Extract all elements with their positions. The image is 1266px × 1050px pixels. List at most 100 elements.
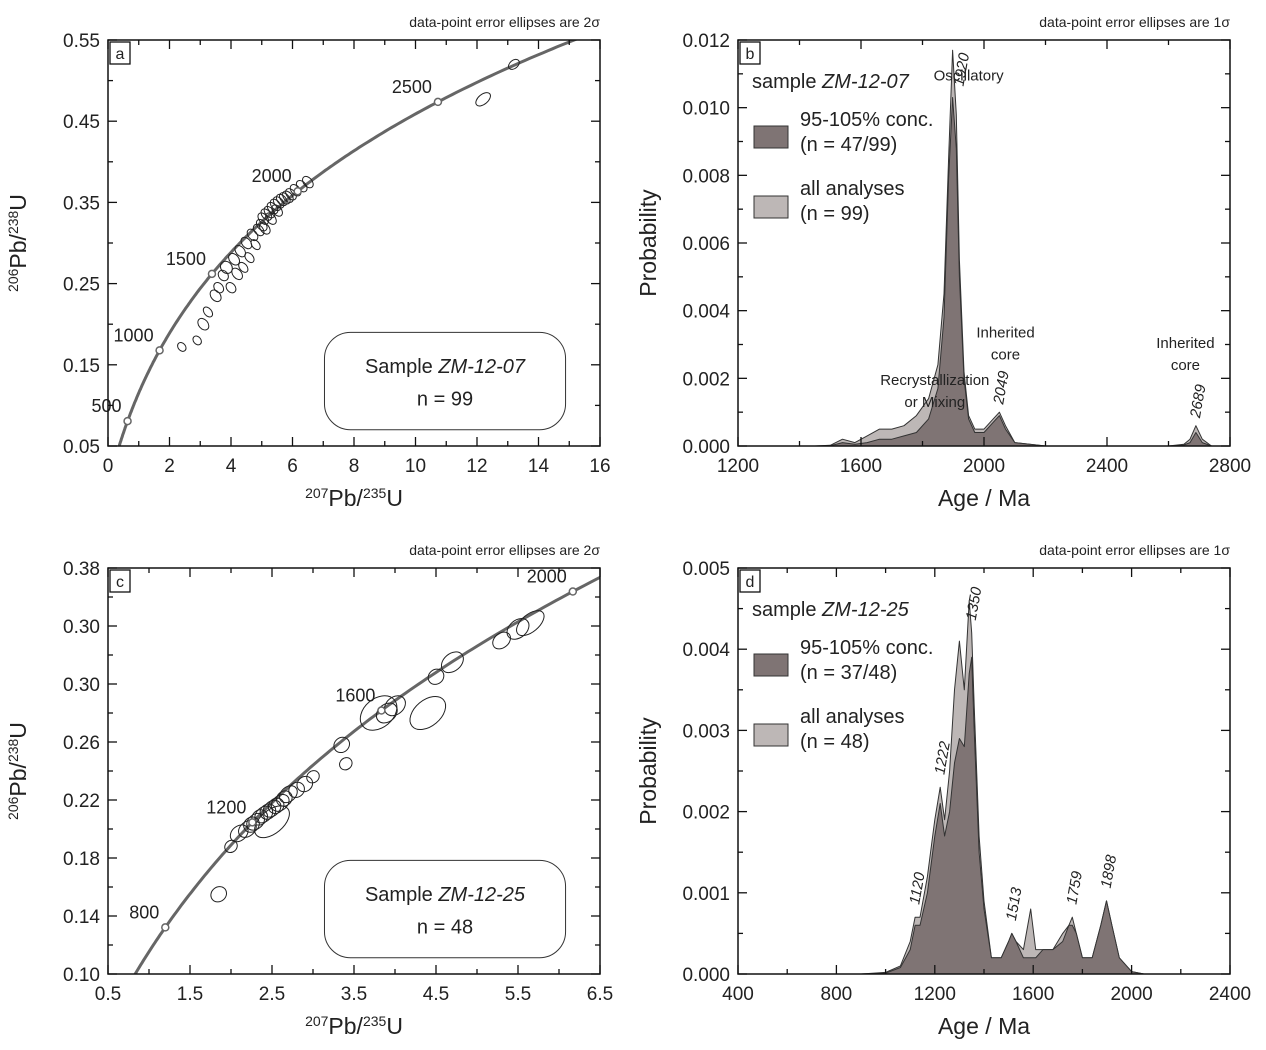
error-ellipse <box>213 282 225 294</box>
y-tick-label: 0.008 <box>682 166 730 187</box>
plot-area <box>814 49 1212 446</box>
x-axis-title-sup: 235 <box>363 485 387 501</box>
all-analyses-area <box>814 49 1212 446</box>
sample-title: Sample ZM-12-07 <box>365 356 526 378</box>
plot-area <box>860 600 1145 974</box>
x-tick-label: 3.5 <box>341 984 367 1005</box>
error-ellipse <box>202 306 214 318</box>
sample-title-prefix: Sample <box>365 356 438 378</box>
error-note: data-point error ellipses are 2σ <box>409 542 600 558</box>
y-tick-label: 0.000 <box>682 965 730 986</box>
error-ellipse <box>246 228 259 242</box>
panel-letter-box <box>739 569 761 593</box>
sample-id: ZM-12-07 <box>437 356 526 378</box>
y-tick-label: 0.30 <box>63 617 100 638</box>
y-tick-label: 0.25 <box>63 275 100 296</box>
concordant-area <box>860 656 1145 974</box>
y-tick-label: 0.18 <box>63 849 100 870</box>
legend-concordant-label: 95-105% conc. <box>800 109 933 131</box>
peak-age-label: 1350 <box>963 585 986 621</box>
y-tick-label: 0.05 <box>63 437 100 458</box>
error-ellipse <box>267 797 285 814</box>
age-marker-label: 800 <box>129 902 159 922</box>
error-ellipse <box>508 58 520 70</box>
error-note: data-point error ellipses are 1σ <box>1039 542 1230 558</box>
y-tick-label: 0.45 <box>63 112 100 133</box>
error-ellipse <box>243 816 260 833</box>
peak-annotation: Oscillatory <box>934 68 1005 85</box>
sample-count: n = 99 <box>417 388 473 410</box>
x-tick-label: 1600 <box>1012 984 1054 1005</box>
error-ellipse <box>516 610 545 637</box>
error-ellipse <box>409 695 447 731</box>
y-axis-title-sup: 238 <box>5 210 21 234</box>
error-ellipse <box>306 770 320 784</box>
x-tick-label: 0.5 <box>95 984 121 1005</box>
x-tick-label: 12 <box>466 456 487 477</box>
x-tick-label: 6.5 <box>587 984 613 1005</box>
error-ellipse <box>296 775 314 793</box>
x-tick-label: 0 <box>103 456 114 477</box>
error-ellipse <box>278 192 291 205</box>
age-marker <box>123 416 132 426</box>
y-tick-label: 0.15 <box>63 356 100 377</box>
age-marker-label: 2500 <box>392 77 432 97</box>
error-ellipse <box>279 785 298 804</box>
x-tick-label: 4.5 <box>423 984 449 1005</box>
y-tick-label: 0.004 <box>682 302 730 323</box>
panel-letter-box <box>109 569 131 593</box>
panel-letter: a <box>116 46 125 63</box>
legend-sample-prefix: sample <box>752 599 822 621</box>
plot-area <box>117 40 579 446</box>
y-tick-label: 0.001 <box>682 884 730 905</box>
age-marker-label: 2000 <box>252 166 292 186</box>
y-axis-title-end: U <box>5 194 31 211</box>
x-axis-title-sup: 207 <box>305 1013 329 1029</box>
error-ellipse <box>238 261 249 273</box>
x-tick-label: 1600 <box>840 456 882 477</box>
error-ellipse <box>231 267 243 281</box>
y-axis-title: 206Pb/238U <box>5 722 31 820</box>
y-axis-title-sup: 238 <box>5 738 21 762</box>
peak-age-label: 1920 <box>951 51 974 87</box>
error-note: data-point error ellipses are 1σ <box>1039 14 1230 30</box>
peak-age-label: 1222 <box>931 739 954 775</box>
legend-all-count: (n = 48) <box>800 731 869 753</box>
y-tick-label: 0.005 <box>682 559 730 580</box>
y-tick-label: 0.004 <box>682 640 730 661</box>
error-ellipse <box>210 886 228 903</box>
legend-sample: sample ZM-12-25 <box>752 599 910 621</box>
age-marker <box>155 346 164 355</box>
age-marker <box>433 97 443 107</box>
y-tick-label: 0.26 <box>63 733 100 754</box>
peak-annotation: core <box>991 347 1020 364</box>
concordia-curve <box>133 575 600 974</box>
sample-title-prefix: Sample <box>365 884 438 906</box>
y-tick-label: 0.010 <box>682 99 730 120</box>
y-tick-label: 0.006 <box>682 234 730 255</box>
y-tick-label: 0.22 <box>63 791 100 812</box>
error-ellipse <box>492 631 511 650</box>
peak-age-label: 2689 <box>1187 383 1210 420</box>
age-marker-label: 1500 <box>166 249 206 269</box>
y-tick-label: 0.012 <box>682 31 730 52</box>
error-ellipse <box>282 190 294 203</box>
legend-swatch-concordant <box>753 125 789 149</box>
error-ellipse <box>229 824 249 843</box>
peak-annotation: Inherited <box>1156 335 1214 352</box>
y-tick-label: 0.38 <box>63 559 100 580</box>
sample-info-box <box>323 331 567 431</box>
age-marker <box>161 923 170 932</box>
x-tick-label: 16 <box>589 456 610 477</box>
error-ellipse <box>244 252 255 264</box>
age-marker <box>568 587 578 596</box>
concordant-area <box>814 97 1212 446</box>
error-ellipse <box>234 244 247 258</box>
age-marker-label: 500 <box>92 396 122 416</box>
x-axis-title-base: Pb/ <box>328 485 363 511</box>
error-ellipse <box>427 668 445 685</box>
x-axis-title-sup: 235 <box>363 1013 387 1029</box>
x-tick-label: 4 <box>226 456 237 477</box>
legend-swatch-all <box>753 195 789 219</box>
